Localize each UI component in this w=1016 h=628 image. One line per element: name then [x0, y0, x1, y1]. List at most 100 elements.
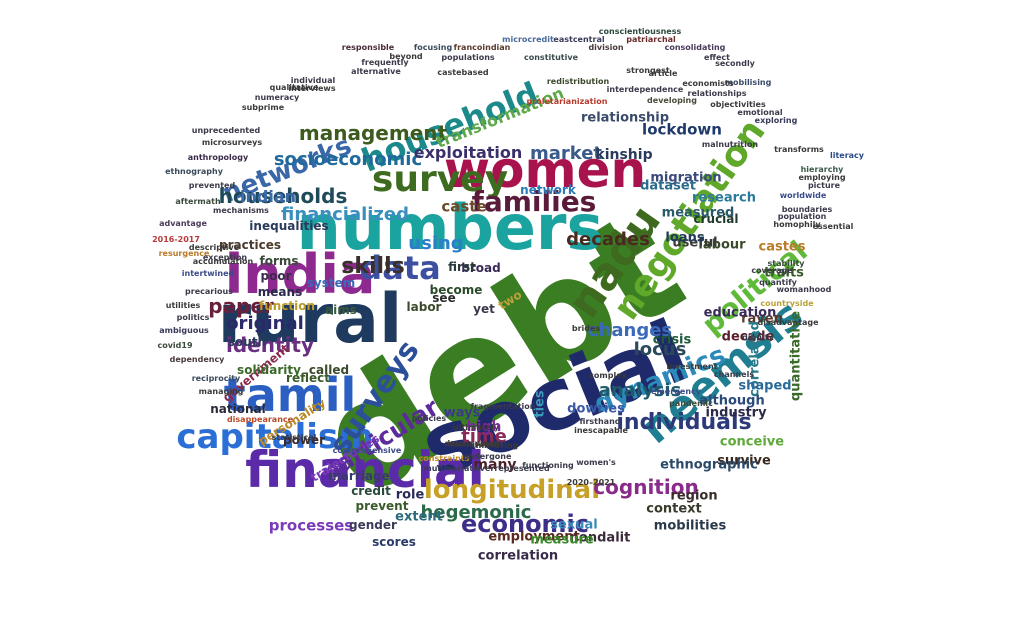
word-cloud-term: firsthand [579, 417, 621, 426]
word-cloud-term: raven [741, 311, 783, 327]
word-cloud-term: inescapable [574, 426, 628, 435]
word-cloud-term: qualitative [269, 83, 319, 92]
word-cloud-term: resurgence [158, 249, 210, 258]
word-cloud-term: unprecedented [191, 126, 261, 135]
word-cloud-term: emergency [651, 387, 701, 396]
word-cloud-term: developing [647, 96, 697, 105]
word-cloud-term: role [395, 487, 425, 503]
word-cloud-term: populations [441, 53, 495, 62]
word-cloud-term: changes [587, 320, 673, 341]
word-cloud-term: malnutrition [701, 140, 759, 149]
word-cloud-term: countryside [760, 299, 814, 308]
word-cloud-term: research [692, 190, 756, 206]
word-cloud-term: microsurveys [201, 138, 263, 147]
word-cloud-term: mobilities [653, 518, 727, 534]
word-cloud-term: survive [717, 453, 771, 469]
word-cloud-term: lockdown [642, 120, 722, 139]
word-cloud-term: extent [395, 509, 443, 525]
word-cloud-term: numeracy [254, 93, 300, 102]
word-cloud-term: using [408, 233, 464, 254]
word-cloud-term: alternative [351, 67, 401, 76]
word-cloud-term: identity [226, 333, 314, 357]
word-cloud-term: broad [461, 261, 501, 275]
word-cloud-term: see [432, 291, 456, 305]
word-cloud-term: credit [351, 484, 391, 498]
word-cloud-term: development [444, 439, 504, 448]
word-cloud-term: stability [767, 259, 805, 268]
word-cloud-term: anthropology [187, 153, 249, 162]
word-cloud-term: analysis [598, 380, 682, 401]
word-cloud-term: prevent [355, 499, 409, 513]
word-cloud-term: literacy [829, 151, 865, 160]
word-cloud-term: migration [650, 170, 722, 186]
word-cloud-term: first [448, 260, 476, 274]
word-cloud-term: exploitation [413, 143, 523, 162]
word-cloud-term: forms [259, 254, 299, 268]
word-cloud-term: population [777, 212, 827, 221]
word-cloud-term: politics [176, 313, 210, 322]
word-cloud-term: exploring [754, 116, 798, 125]
word-cloud-term: high [466, 419, 502, 435]
word-cloud-term: capitalism [176, 417, 374, 457]
word-cloud-term: households [218, 184, 348, 208]
word-cloud-term: proletarianization [526, 97, 608, 106]
word-cloud-term: paper [208, 294, 274, 318]
word-cloud-term: original [226, 313, 304, 334]
word-cloud-term: complex [589, 371, 627, 380]
word-cloud-term: patriarchal [626, 35, 676, 44]
word-cloud-term: labor [406, 300, 442, 314]
word-cloud-term: means [257, 285, 303, 299]
word-cloud-term: descriptive [188, 243, 240, 252]
word-cloud-term: comprehensive [332, 446, 402, 455]
word-cloud-term: interviews [288, 84, 336, 93]
word-cloud-term: mirroring [475, 441, 519, 450]
word-cloud-term: worldwide [779, 191, 827, 200]
word-cloud-term: aftermath [175, 197, 221, 206]
word-cloud-term: marriage [328, 469, 390, 483]
word-cloud-term: tamil [223, 368, 357, 422]
word-cloud-term: ethnography [165, 167, 223, 176]
word-cloud-term: castes [758, 239, 806, 255]
word-cloud-term: mechanisms [213, 206, 269, 215]
word-cloud-term: ethnographic [660, 457, 758, 473]
word-cloud-term: dowries [567, 401, 625, 417]
word-cloud-term: practices [219, 238, 281, 252]
word-cloud-term: statistical [271, 433, 317, 442]
word-cloud-term: locus [633, 339, 687, 360]
word-cloud-term: constraints [418, 454, 470, 463]
word-cloud-term: women's [576, 458, 616, 467]
word-cloud-term: strongest [626, 66, 670, 75]
word-cloud-term: utilities [165, 301, 201, 310]
word-cloud-term: longitudinal [423, 475, 601, 505]
word-cloud-term: education [703, 305, 777, 321]
word-cloud-term: investment [666, 362, 718, 371]
word-cloud-term: financialized [280, 204, 410, 225]
word-cloud-term: managing [198, 387, 244, 396]
word-cloud-term: inequalities [249, 219, 329, 233]
word-cloud-term: network [520, 183, 576, 197]
word-cloud-term: mobilising [724, 78, 772, 87]
word-cloud-term: data [359, 249, 441, 287]
word-cloud-term: decades [566, 229, 650, 250]
word-cloud-term: measured [661, 205, 735, 221]
word-cloud-term: many [473, 457, 517, 473]
word-cloud-term: favourable [449, 440, 499, 449]
word-cloud-term: essential [812, 222, 854, 231]
word-cloud-term: time [461, 426, 507, 447]
word-cloud-term: crucial [693, 212, 739, 226]
word-cloud-term: fragmentation [470, 402, 536, 411]
word-cloud-term: crisis [652, 332, 692, 348]
word-cloud-term: francoindian [453, 43, 511, 52]
word-cloud-term: context [646, 501, 702, 517]
word-cloud-term: reciprocity [191, 374, 241, 383]
word-cloud-term: individual [290, 76, 336, 85]
word-cloud-term: aims [325, 303, 357, 317]
word-cloud-term: boundaries [781, 205, 833, 214]
word-cloud-term: correlation [477, 548, 559, 564]
word-cloud-term: channels [713, 370, 755, 379]
word-cloud-term: processes [268, 516, 354, 535]
word-cloud-term: disappearance [226, 415, 294, 424]
word-cloud-term: individuals [616, 410, 752, 435]
word-cloud-term: survey [371, 159, 509, 200]
word-cloud-term: ways [443, 405, 481, 421]
